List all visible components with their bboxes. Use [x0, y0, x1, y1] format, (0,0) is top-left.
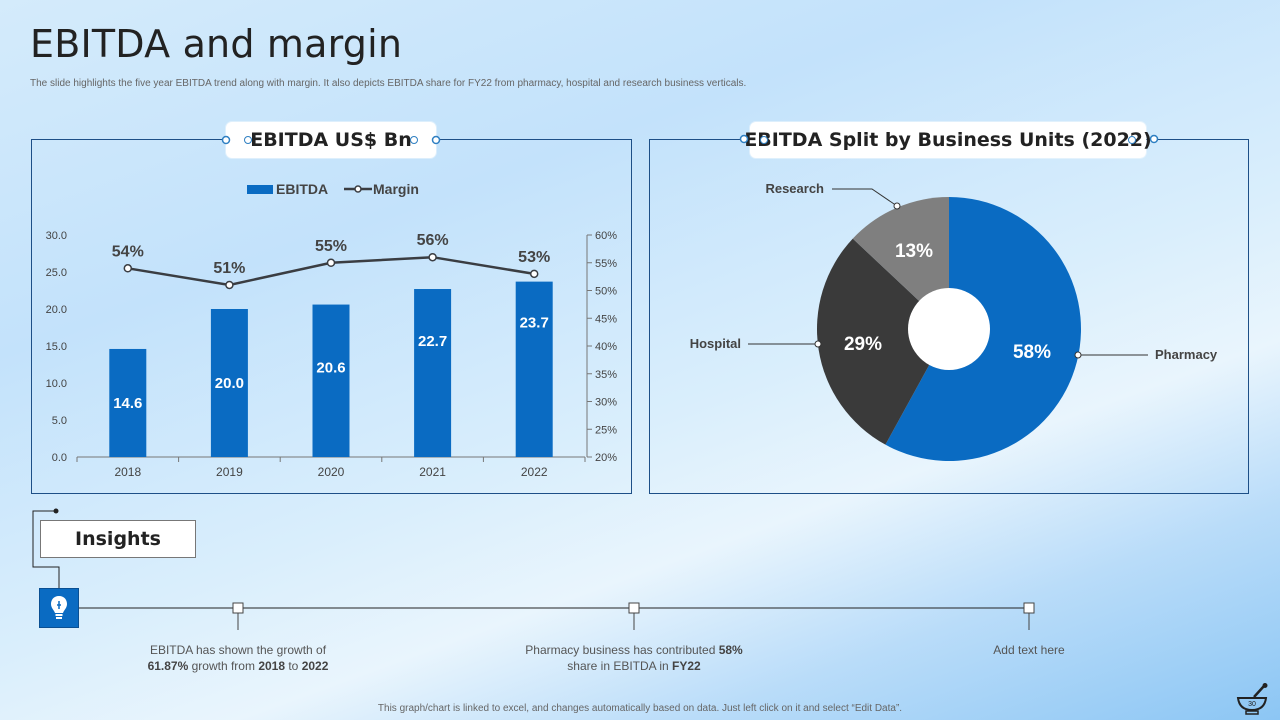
insight-2-year: FY22: [672, 659, 701, 673]
y2-tick-label: 20%: [595, 452, 617, 464]
footer-note: This graph/chart is linked to excel, and…: [377, 703, 903, 714]
split-chart-header-text: EBITDA Split by Business Units (2022): [744, 129, 1152, 151]
pharmacy-leader-dot: [1074, 351, 1082, 359]
x-tick-label: 2018: [114, 465, 141, 479]
header-dot-icon: [410, 136, 418, 144]
bar-data-label: 20.6: [316, 360, 345, 377]
research-label: Research: [765, 181, 824, 196]
y2-tick-label: 25%: [595, 424, 617, 436]
header-dot-icon: [1128, 136, 1136, 144]
ebitda-chart-header: EBITDA US$ Bn: [226, 122, 436, 158]
x-tick-label: 2020: [318, 465, 345, 479]
slide-subtitle: The slide highlights the five year EBITD…: [30, 78, 747, 89]
hospital-leader-dot: [814, 340, 822, 348]
research-leader-line: [832, 188, 898, 207]
split-chart-panel: 58% 29% 13% Research Hospital Pharmacy: [649, 139, 1249, 494]
margin-point: [529, 269, 539, 279]
insight-item-1: EBITDA has shown the growth of 61.87% gr…: [108, 642, 368, 674]
y2-tick-label: 55%: [595, 258, 617, 270]
donut-hole: [908, 288, 990, 370]
margin-data-label: 54%: [112, 243, 144, 260]
bar-data-label: 22.7: [418, 333, 447, 350]
margin-data-label: 53%: [518, 249, 550, 266]
insight-1-mid: growth from: [188, 659, 259, 673]
x-tick-label: 2019: [216, 465, 243, 479]
y-tick-label: 10.0: [46, 378, 67, 390]
insight-1-to-word: to: [285, 659, 302, 673]
margin-data-label: 56%: [417, 232, 449, 249]
ebitda-bar: [414, 289, 452, 457]
y2-tick-label: 40%: [595, 341, 617, 353]
legend-margin-point: [354, 185, 362, 193]
research-leader-dot: [893, 202, 901, 210]
insight-1-to: 2022: [301, 659, 329, 673]
legend-ebitda-swatch: [247, 185, 273, 194]
insight-2-pre2: share in EBITDA in: [567, 659, 673, 673]
margin-point: [225, 280, 234, 290]
timeline-marker: [628, 602, 640, 614]
ebitda-bar: [210, 309, 248, 457]
y2-tick-label: 60%: [595, 230, 617, 242]
insight-1-line1: EBITDA has shown the growth of: [149, 643, 327, 657]
bar-data-label: 23.7: [520, 315, 549, 332]
donut-pct-label: 29%: [844, 334, 882, 355]
split-chart-header: EBITDA Split by Business Units (2022): [744, 122, 1152, 158]
insight-1-line2: 61.87% growth from 2018 to 2022: [108, 658, 368, 674]
timeline-marker: [1023, 602, 1035, 614]
y-tick-label: 30.0: [46, 230, 67, 242]
margin-point: [123, 264, 133, 273]
donut-pct-label: 58%: [1013, 342, 1051, 363]
donut-pct-label: 13%: [895, 241, 933, 262]
insight-1-from: 2018: [258, 659, 286, 673]
insight-2-share: 58%: [718, 643, 743, 657]
lightbulb-icon: [51, 596, 67, 619]
margin-data-label: 55%: [315, 238, 347, 255]
y2-tick-label: 30%: [595, 397, 617, 409]
insight-item-2: Pharmacy business has contributed 58% sh…: [504, 642, 764, 674]
slide-title: EBITDA and margin: [30, 22, 403, 66]
ebitda-chart-header-text: EBITDA US$ Bn: [250, 129, 412, 151]
legend-margin-label: Margin: [373, 181, 419, 197]
ebitda-bar: [515, 281, 553, 457]
y2-tick-label: 45%: [595, 313, 617, 325]
donut-slice-hospital: [817, 238, 949, 445]
ebitda-bar: [109, 348, 147, 457]
legend-ebitda-label: EBITDA: [276, 181, 328, 197]
y-tick-label: 0.0: [52, 452, 67, 464]
insights-title: Insights: [40, 520, 196, 558]
page-number: 30: [1248, 701, 1256, 708]
insights-connector-dot: [53, 508, 59, 514]
hospital-label: Hospital: [690, 336, 741, 351]
insight-item-3[interactable]: Add text here: [993, 643, 1065, 657]
insight-2-line2: share in EBITDA in FY22: [504, 658, 764, 674]
header-dot-icon: [244, 136, 252, 144]
insight-2-pre: Pharmacy business has contributed: [525, 643, 719, 657]
pharmacy-label: Pharmacy: [1155, 347, 1218, 362]
margin-point: [326, 258, 336, 267]
margin-point: [428, 252, 437, 262]
y-tick-label: 20.0: [46, 304, 67, 316]
insight-2-line1: Pharmacy business has contributed 58%: [504, 642, 764, 658]
timeline-marker: [232, 602, 244, 614]
header-dot-icon: [760, 136, 768, 144]
bar-data-label: 14.6: [113, 395, 142, 412]
y2-tick-label: 50%: [595, 286, 617, 298]
ebitda-chart-panel: 0.0 5.0 10.0 15.0 20.0 25.0 30.0 20% 25% 30% 35% 40…: [31, 139, 632, 494]
y2-tick-label: 35%: [595, 369, 617, 381]
margin-data-label: 51%: [213, 260, 245, 277]
y-tick-label: 5.0: [52, 415, 67, 427]
x-tick-label: 2021: [419, 465, 446, 479]
ebitda-bar: [312, 304, 350, 457]
ebitda-split-donut-chart[interactable]: 58% 29% 13% Research Hospital Pharmacy: [650, 140, 1250, 495]
ebitda-bar-line-chart[interactable]: 0.0 5.0 10.0 15.0 20.0 25.0 30.0 20% 25% 30% 35% 40…: [32, 140, 633, 495]
bar-data-label: 20.0: [215, 375, 244, 392]
mortar-pestle-logo-icon: 30: [1236, 683, 1268, 715]
y-tick-label: 25.0: [46, 267, 67, 279]
x-tick-label: 2022: [521, 465, 548, 479]
insight-icon-box: [39, 588, 79, 628]
insight-1-growth: 61.87%: [147, 659, 189, 673]
y-tick-label: 15.0: [46, 341, 67, 353]
